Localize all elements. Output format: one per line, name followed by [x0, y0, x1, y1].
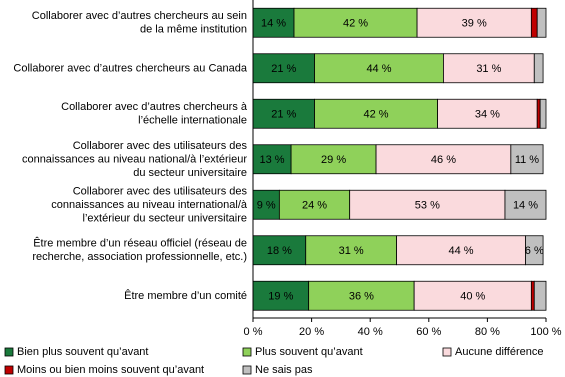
bar-segment	[314, 53, 444, 84]
bar-segment	[293, 7, 418, 38]
bar-segment	[252, 189, 280, 220]
bar-segment	[533, 53, 544, 84]
value-label: 34 %	[475, 109, 500, 121]
bar-segment	[525, 235, 544, 266]
bar-segment	[252, 98, 315, 129]
value-label: 9 %	[257, 200, 276, 212]
bar-segment	[308, 280, 415, 311]
bar-segment	[252, 280, 310, 311]
value-label: 6 %	[525, 245, 544, 257]
bar-segment	[530, 280, 535, 311]
value-label: 14 %	[261, 18, 286, 30]
legend-label: Moins ou bien moins souvent qu’avant	[17, 364, 204, 376]
legend-label: Ne sais pas	[255, 364, 313, 376]
x-tick-label: 60 %	[416, 326, 441, 338]
value-label: 21 %	[271, 63, 296, 75]
value-label: 40 %	[460, 291, 485, 303]
bar-segment	[443, 53, 535, 84]
bar-segment	[252, 7, 295, 38]
legend-swatch	[442, 347, 452, 357]
value-label: 36 %	[349, 291, 374, 303]
value-label: 44 %	[448, 245, 473, 257]
bar-segment	[396, 235, 526, 266]
bar-segment	[536, 98, 541, 129]
value-label: 21 %	[271, 109, 296, 121]
legend-swatch	[242, 365, 252, 375]
legend-label: Aucune différence	[455, 346, 543, 358]
value-label: 29 %	[321, 154, 346, 166]
value-label: 14 %	[513, 200, 538, 212]
bar-segment	[536, 7, 547, 38]
bar-segment	[375, 144, 512, 175]
legend-swatch	[4, 365, 14, 375]
value-label: 24 %	[302, 200, 327, 212]
bar-segment	[437, 98, 538, 129]
legend-label: Bien plus souvent qu’avant	[17, 346, 148, 358]
legend-label: Plus souvent qu’avant	[255, 346, 363, 358]
category-label: Collaborer avec des utilisateurs des conn…	[51, 185, 248, 224]
bar-segment	[413, 280, 532, 311]
bar-segment	[349, 189, 506, 220]
category-label: Être membre d’un comité	[124, 289, 247, 302]
bar-segment	[510, 144, 544, 175]
value-label: 53 %	[415, 200, 440, 212]
category-label: Être membre d’un réseau officiel (réseau…	[32, 236, 247, 263]
category-label: Collaborer avec d’autres chercheurs au C…	[13, 62, 247, 74]
bar-segment	[530, 7, 538, 38]
value-label: 46 %	[431, 154, 456, 166]
value-label: 18 %	[267, 245, 292, 257]
value-label: 42 %	[364, 109, 389, 121]
bar-segment	[416, 7, 532, 38]
legend-swatch	[4, 347, 14, 357]
x-tick-label: 20 %	[299, 326, 324, 338]
category-label: Collaborer avec des utilisateurs des conn…	[22, 140, 248, 179]
value-label: 11 %	[515, 154, 539, 166]
bar-segment	[533, 280, 547, 311]
value-label: 19 %	[268, 291, 293, 303]
x-tick-label: 100 %	[530, 326, 561, 338]
bar-segment	[305, 235, 397, 266]
x-tick-label: 80 %	[475, 326, 500, 338]
bar-segment	[314, 98, 438, 129]
x-tick-label: 0 %	[244, 326, 263, 338]
value-label: 44 %	[366, 63, 391, 75]
x-tick-label: 40 %	[358, 326, 383, 338]
value-label: 42 %	[343, 18, 368, 30]
category-label: Collaborer avec d’autres chercheurs à l’é…	[61, 101, 248, 127]
bar-segment	[539, 98, 547, 129]
value-label: 13 %	[260, 154, 285, 166]
value-label: 39 %	[462, 18, 487, 30]
value-label: 31 %	[339, 245, 364, 257]
category-label: Collaborer avec d’autres chercheurs au s…	[32, 10, 247, 36]
value-label: 31 %	[476, 63, 501, 75]
bar-segment	[252, 144, 292, 175]
legend-swatch	[242, 347, 252, 357]
bar-segment	[504, 189, 547, 220]
